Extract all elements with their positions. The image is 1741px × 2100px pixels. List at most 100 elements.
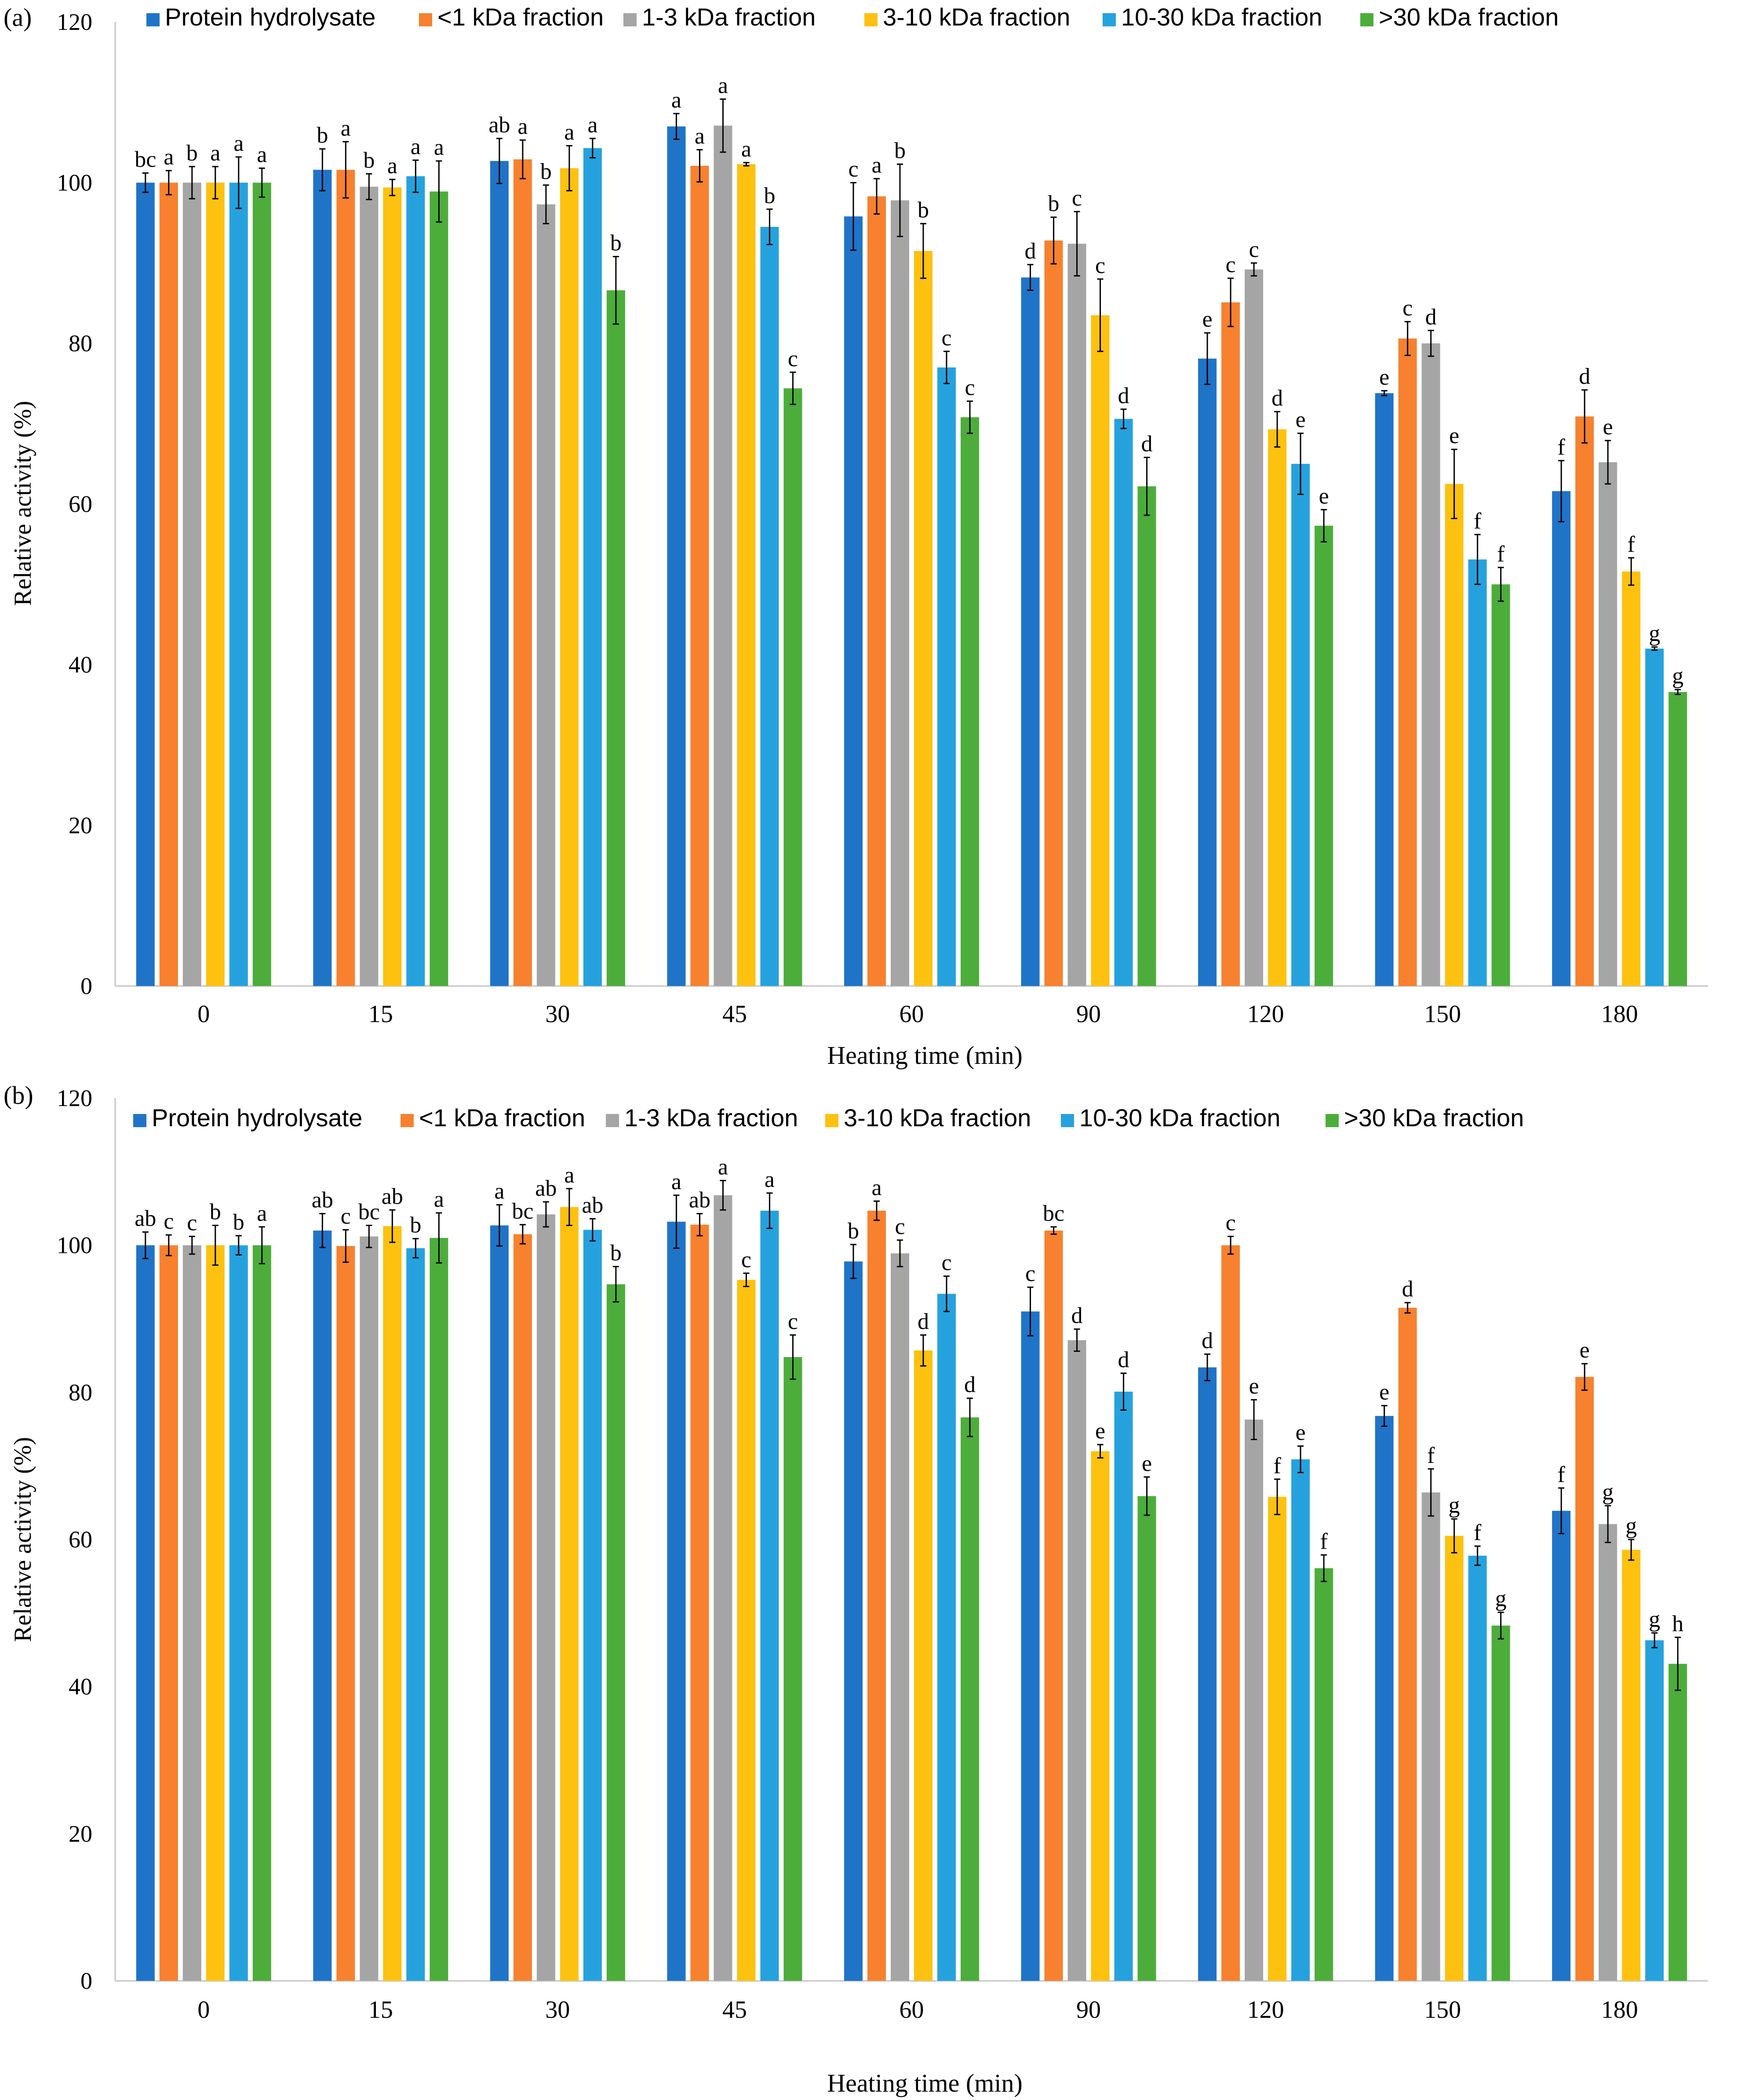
p0-significance-letter: c (1249, 237, 1259, 262)
p0-bar-gt30kda-180 (1668, 692, 1687, 986)
p0-significance-letter: d (1118, 383, 1129, 408)
p1-y-tick-label: 100 (57, 1232, 92, 1259)
p1-bar-kda10_30-30 (583, 1230, 602, 1981)
p0-significance-letter: a (741, 137, 751, 162)
p0-significance-letter: f (1497, 542, 1505, 567)
p1-significance-letter: a (257, 1201, 267, 1226)
p0-bar-kda3_10-60 (914, 251, 932, 986)
p0-significance-letter: e (1319, 484, 1329, 509)
p0-bar-kda10_30-0 (229, 182, 248, 986)
p1-significance-letter: e (1249, 1374, 1259, 1399)
p1-significance-letter: a (718, 1154, 728, 1179)
p0-significance-letter: c (788, 346, 798, 371)
p1-bar-kda1_3-45 (714, 1195, 732, 1981)
p1-legend-label: 3-10 kDa fraction (844, 1104, 1031, 1132)
p0-significance-letter: b (317, 123, 328, 148)
p1-x-tick-label: 15 (368, 1996, 393, 2024)
p1-significance-letter: c (187, 1211, 197, 1236)
p1-significance-letter: bc (1043, 1201, 1064, 1226)
p0-y-tick-label: 100 (57, 170, 92, 196)
p0-x-tick-label: 45 (722, 1001, 747, 1028)
p0-significance-letter: d (1141, 432, 1153, 457)
p1-significance-letter: a (434, 1187, 444, 1212)
p0-bar-kda3_10-45 (737, 164, 756, 986)
p1-legend-swatch-lt1kda (401, 1114, 414, 1127)
p0-significance-letter: d (1271, 386, 1283, 411)
p0-significance-letter: c (1226, 252, 1236, 277)
p1-significance-letter: d (918, 1309, 929, 1334)
p0-bar-kda10_30-15 (406, 176, 425, 986)
p0-bar-kda10_30-150 (1468, 559, 1487, 986)
p0-significance-letter: ab (488, 113, 510, 138)
p0-x-tick-label: 0 (197, 1001, 210, 1028)
p1-significance-letter: c (1025, 1261, 1035, 1286)
p1-legend-swatch-protein_hydrolysate (133, 1114, 146, 1127)
p0-significance-letter: d (1425, 305, 1437, 330)
p0-significance-letter: a (695, 124, 705, 149)
p0-x-tick-label: 30 (545, 1001, 570, 1028)
p1-y-axis-title: Relative activity (%) (9, 1437, 36, 1642)
p1-significance-letter: ab (535, 1176, 557, 1201)
p1-bar-protein_hydrolysate-60 (844, 1261, 863, 1981)
p1-significance-letter: c (1226, 1211, 1236, 1236)
p0-legend-label: <1 kDa fraction (437, 3, 604, 31)
p0-bar-kda10_30-60 (937, 367, 956, 986)
p0-bar-kda1_3-15 (360, 186, 379, 986)
p0-bar-kda1_3-45 (714, 125, 732, 986)
p1-bar-lt1kda-60 (867, 1211, 886, 1981)
p1-significance-letter: bc (512, 1199, 533, 1224)
p1-significance-letter: d (1118, 1347, 1129, 1372)
p0-y-tick-label: 60 (69, 491, 92, 517)
p1-legend-label: 10-30 kDa fraction (1079, 1104, 1281, 1132)
p1-x-tick-label: 180 (1601, 1996, 1638, 2024)
p0-significance-letter: b (1048, 191, 1060, 216)
p0-y-tick-label: 120 (57, 9, 92, 35)
p0-significance-letter: e (1379, 365, 1389, 390)
p1-significance-letter: d (964, 1372, 976, 1398)
p0-bar-kda10_30-90 (1114, 419, 1133, 986)
p1-significance-letter: a (494, 1179, 504, 1204)
p0-significance-letter: b (764, 183, 775, 208)
p1-bar-kda3_10-120 (1268, 1496, 1287, 1981)
p0-significance-letter: a (411, 134, 421, 159)
p1-bar-lt1kda-0 (159, 1245, 178, 1981)
p0-legend-swatch-lt1kda (419, 13, 432, 26)
p1-bar-protein_hydrolysate-15 (313, 1230, 332, 1981)
p1-bar-protein_hydrolysate-30 (490, 1225, 509, 1981)
p0-significance-letter: b (918, 198, 929, 223)
p1-significance-letter: c (788, 1309, 798, 1334)
p0-significance-letter: c (1402, 296, 1413, 321)
p0-bar-kda10_30-180 (1645, 648, 1664, 986)
p1-x-tick-label: 0 (197, 1996, 210, 2024)
p1-bar-kda10_30-60 (937, 1294, 956, 1981)
p1-bar-protein_hydrolysate-180 (1552, 1510, 1571, 1981)
p1-significance-letter: c (741, 1247, 751, 1272)
p1-legend-label: Protein hydrolysate (152, 1104, 362, 1132)
p0-bar-lt1kda-60 (867, 196, 886, 986)
p1-significance-letter: ab (582, 1193, 603, 1218)
p1-bar-lt1kda-90 (1044, 1230, 1063, 1981)
p0-x-tick-label: 60 (900, 1001, 924, 1028)
p0-significance-letter: a (517, 114, 528, 139)
p0-legend-label: >30 kDa fraction (1379, 3, 1559, 31)
p1-bar-kda1_3-180 (1599, 1524, 1617, 1981)
p1-bar-lt1kda-180 (1575, 1377, 1594, 1981)
p0-bar-kda1_3-0 (182, 182, 201, 986)
p0-bar-gt30kda-15 (430, 191, 448, 986)
p0-bar-protein_hydrolysate-150 (1375, 393, 1394, 986)
p0-significance-letter: b (540, 159, 552, 184)
p1-bar-gt30kda-45 (783, 1357, 802, 1981)
p0-bar-lt1kda-0 (159, 182, 178, 986)
p0-legend-swatch-kda10_30 (1103, 13, 1116, 26)
p1-x-tick-label: 30 (545, 1996, 570, 2024)
p1-bar-kda10_30-0 (229, 1245, 248, 1981)
p1-legend-swatch-kda10_30 (1061, 1114, 1074, 1127)
p0-significance-letter: a (257, 142, 267, 167)
p1-bar-kda3_10-90 (1091, 1451, 1110, 1981)
p1-significance-letter: f (1427, 1443, 1435, 1468)
p1-bar-lt1kda-30 (513, 1234, 532, 1981)
p1-x-axis-title: Heating time (min) (827, 2069, 1023, 2097)
p0-significance-letter: b (610, 231, 622, 256)
p0-significance-letter: a (341, 116, 351, 141)
p0-bar-gt30kda-150 (1491, 584, 1510, 986)
